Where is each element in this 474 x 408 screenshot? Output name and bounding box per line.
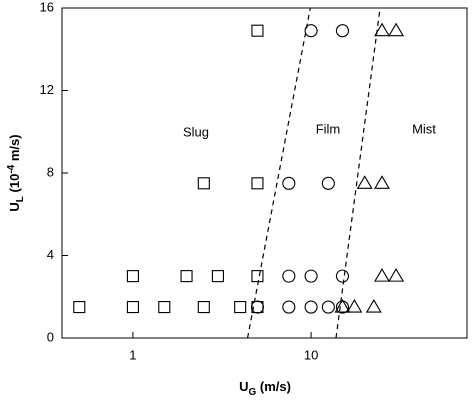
region-label: Mist [412, 121, 436, 136]
point [251, 24, 264, 37]
point [321, 300, 335, 314]
x-label-part: G [248, 387, 256, 398]
point [211, 270, 224, 283]
point [334, 298, 351, 313]
y-axis-label: UL (10-4 m/s) [6, 134, 26, 211]
point [197, 177, 210, 190]
region-label: Slug [183, 124, 209, 139]
point [388, 22, 405, 37]
y-label-part: -4 [6, 164, 17, 173]
point [251, 177, 264, 190]
regime-boundary [246, 7, 311, 339]
y-tick-label: 12 [40, 82, 54, 97]
point [126, 270, 139, 283]
y-label-part: (10 [7, 174, 22, 196]
point [374, 268, 390, 282]
region-label: Film [316, 121, 341, 136]
y-label-part: U [7, 202, 22, 211]
plot-frame [61, 7, 468, 339]
y-label-part: L [15, 196, 26, 202]
point [356, 175, 373, 189]
x-tick-label: 10 [304, 347, 318, 362]
point [250, 300, 264, 314]
point [158, 301, 171, 314]
x-label-part: (m/s) [256, 379, 291, 394]
point [282, 269, 296, 283]
point [304, 269, 318, 283]
point [321, 176, 335, 190]
y-tick-label: 0 [47, 329, 54, 344]
y-tick-label: 8 [47, 164, 54, 179]
point [73, 301, 86, 314]
point [251, 270, 264, 283]
x-label-part: U [239, 379, 248, 394]
point [335, 269, 350, 283]
point [304, 24, 318, 38]
point [374, 175, 390, 189]
point [304, 300, 318, 314]
point [126, 301, 139, 314]
regime-boundary [335, 7, 381, 339]
point [197, 301, 210, 314]
point [346, 298, 363, 313]
point [282, 176, 296, 190]
point [388, 268, 405, 282]
point [234, 301, 247, 314]
point [374, 22, 390, 37]
point [180, 270, 193, 283]
point [335, 24, 350, 38]
y-tick-label: 4 [47, 247, 54, 262]
x-tick-label: 1 [129, 347, 136, 362]
point [282, 300, 296, 314]
y-tick-label: 16 [40, 0, 54, 14]
point [365, 298, 382, 313]
y-label-part: m/s) [7, 134, 22, 164]
x-axis-label: UG (m/s) [239, 379, 291, 397]
